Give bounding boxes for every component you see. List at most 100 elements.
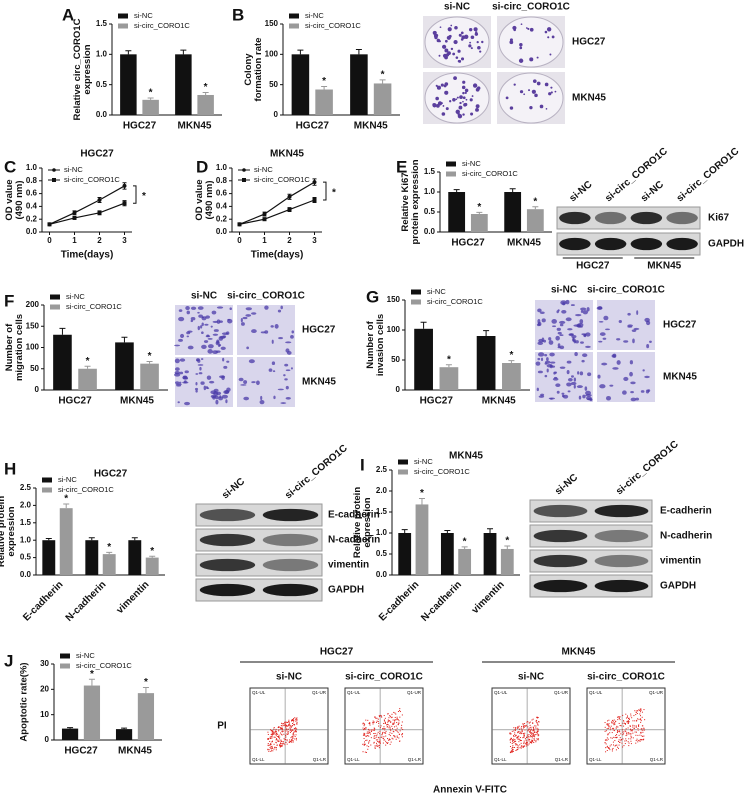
event xyxy=(627,718,629,720)
error-bar xyxy=(297,49,304,55)
event xyxy=(642,735,644,737)
event xyxy=(517,736,519,738)
bar xyxy=(350,54,368,115)
event xyxy=(285,738,287,740)
event xyxy=(275,739,277,741)
cell xyxy=(178,381,182,384)
cell xyxy=(555,335,560,341)
event xyxy=(625,728,627,730)
event xyxy=(287,731,289,733)
significance: * xyxy=(477,202,481,213)
event xyxy=(267,731,269,733)
event xyxy=(363,744,365,746)
cell xyxy=(557,343,561,348)
event xyxy=(281,726,283,728)
colony xyxy=(462,96,466,100)
bar xyxy=(61,728,79,740)
y-tick-label: 1.5 xyxy=(424,167,436,176)
band xyxy=(262,583,319,597)
event xyxy=(644,719,646,721)
colony xyxy=(473,27,478,32)
x-tick-label: MKN45 xyxy=(120,396,154,407)
bar xyxy=(59,508,73,575)
event xyxy=(295,730,297,732)
significance: * xyxy=(148,351,152,362)
event xyxy=(641,725,643,727)
event xyxy=(626,716,628,718)
event xyxy=(396,727,398,729)
event xyxy=(630,743,632,745)
cell xyxy=(585,393,592,397)
cell xyxy=(574,352,578,357)
event xyxy=(526,721,528,723)
group-label: HGC27 xyxy=(576,261,610,272)
event xyxy=(522,746,524,748)
point xyxy=(262,212,267,217)
row-label: HGC27 xyxy=(663,320,697,331)
event xyxy=(396,736,398,738)
event xyxy=(533,735,535,737)
legend-label: si-NC xyxy=(66,292,85,301)
cell xyxy=(240,384,247,386)
event xyxy=(397,719,399,721)
y-tick-label: 0.6 xyxy=(26,189,38,198)
event xyxy=(607,733,609,735)
event xyxy=(273,731,275,733)
point xyxy=(312,180,317,185)
cell xyxy=(585,345,591,348)
event xyxy=(523,745,525,747)
y-axis-label: Number ofmigration cells xyxy=(3,314,24,381)
cell xyxy=(598,321,604,323)
cell xyxy=(535,361,541,366)
event xyxy=(527,726,529,728)
event xyxy=(368,732,370,734)
cell xyxy=(201,344,207,349)
colony xyxy=(512,25,517,31)
event xyxy=(637,729,639,731)
significance: * xyxy=(86,356,90,367)
y-axis-label: Number ofinvasion cells xyxy=(364,314,385,376)
event xyxy=(639,739,641,741)
cell xyxy=(283,374,286,377)
event xyxy=(379,740,381,742)
event xyxy=(364,743,366,745)
event xyxy=(384,729,386,731)
event xyxy=(267,748,269,750)
event xyxy=(391,737,393,739)
event xyxy=(383,739,385,741)
event xyxy=(384,728,386,730)
event xyxy=(391,725,393,727)
event xyxy=(638,709,640,711)
event xyxy=(388,727,390,729)
column-label: si-circ_CORO1C xyxy=(603,146,670,204)
event xyxy=(531,740,533,742)
legend-marker xyxy=(52,178,56,182)
event xyxy=(387,742,389,744)
colony xyxy=(457,114,463,119)
event xyxy=(640,708,642,710)
event xyxy=(393,735,395,737)
point xyxy=(72,210,77,215)
event xyxy=(641,716,643,718)
event xyxy=(640,728,642,730)
event xyxy=(515,734,517,736)
event xyxy=(535,720,537,722)
event xyxy=(277,726,279,728)
cell xyxy=(219,375,226,379)
cell xyxy=(201,322,204,327)
y-axis-label: Colonyformation rate xyxy=(242,38,263,102)
event xyxy=(281,722,283,724)
colony xyxy=(436,85,442,90)
cell xyxy=(605,328,610,331)
event xyxy=(611,719,613,721)
event xyxy=(281,728,283,730)
event xyxy=(516,736,518,738)
event xyxy=(530,731,532,733)
cell xyxy=(290,367,293,370)
event xyxy=(528,722,530,724)
event xyxy=(624,722,626,724)
event xyxy=(387,720,389,722)
event xyxy=(375,736,377,738)
event xyxy=(377,731,379,733)
y-tick-label: 0.0 xyxy=(26,227,38,236)
